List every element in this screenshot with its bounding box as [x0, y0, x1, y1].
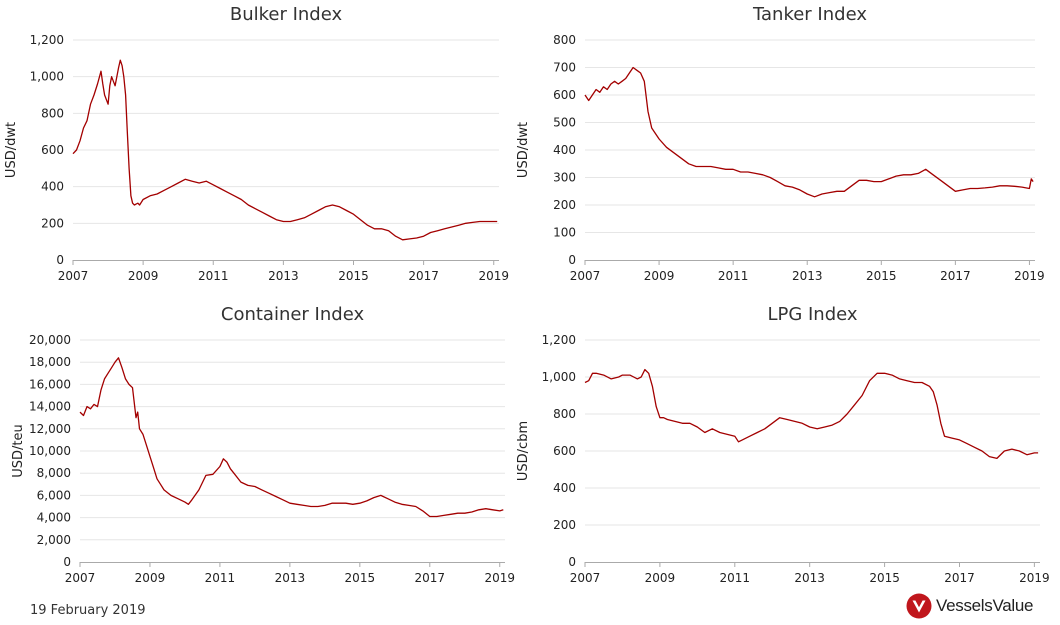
x-tick-label: 2009: [645, 571, 676, 585]
x-tick-label: 2009: [128, 269, 159, 283]
y-tick-label: 600: [41, 143, 64, 157]
x-tick-label: 2013: [792, 269, 823, 283]
series-line: [72, 59, 498, 241]
x-tick-label: 2011: [198, 269, 229, 283]
y-tick-label: 800: [41, 106, 64, 120]
y-tick-label: 600: [553, 444, 576, 458]
x-tick-label: 2019: [1019, 571, 1050, 585]
y-axis-label: USD/dwt: [4, 122, 19, 178]
charts-canvas: 0 200 400 600 800 1,000 1,200 2007 2009 2011 2013 2…: [4, 4, 1050, 585]
y-tick-label: 10,000: [29, 444, 71, 458]
x-tick-label: 2007: [58, 269, 89, 283]
y-tick-label: 400: [553, 481, 576, 495]
series-line: [584, 368, 1039, 460]
x-tick-label: 2013: [275, 571, 306, 585]
chart-title: LPG Index: [767, 304, 857, 325]
x-tick-label: 2017: [408, 269, 439, 283]
chart-title: Container Index: [221, 304, 365, 325]
y-tick-label: 600: [553, 88, 576, 102]
x-tick-label: 2015: [345, 571, 376, 585]
y-tick-label: 200: [553, 198, 576, 212]
y-tick-label: 200: [553, 518, 576, 532]
x-tick-label: 2011: [720, 571, 751, 585]
y-tick-label: 14,000: [29, 400, 71, 414]
y-tick-label: 700: [553, 61, 576, 75]
y-tick-label: 200: [41, 216, 64, 230]
x-tick-label: 2015: [338, 269, 369, 283]
container-index-chart: 0 2,000 4,000 6,000 8,000 10,000 12,000 14,000 1…: [11, 304, 515, 585]
y-tick-label: 800: [553, 33, 576, 47]
x-tick-label: 2019: [484, 571, 515, 585]
x-tick-label: 2017: [940, 269, 971, 283]
y-tick-label: 0: [63, 555, 71, 569]
y-tick-label: 0: [568, 555, 576, 569]
y-tick-label: 1,200: [542, 333, 576, 347]
y-tick-label: 400: [41, 180, 64, 194]
x-tick-label: 2007: [65, 571, 96, 585]
y-tick-label: 1,200: [30, 33, 64, 47]
y-tick-label: 1,000: [542, 370, 576, 384]
y-tick-label: 1,000: [30, 70, 64, 84]
bulker-index-chart: 0 200 400 600 800 1,000 1,200 2007 2009 2011 2013 2…: [4, 4, 509, 283]
x-tick-label: 2019: [478, 269, 509, 283]
x-tick-label: 2007: [570, 269, 601, 283]
x-tick-label: 2019: [1014, 269, 1045, 283]
x-tick-label: 2017: [415, 571, 446, 585]
y-tick-label: 16,000: [29, 377, 71, 391]
y-tick-label: 800: [553, 407, 576, 421]
chart-title: Tanker Index: [752, 4, 867, 25]
y-tick-label: 400: [553, 143, 576, 157]
brand-logo[interactable]: VesselsValue: [906, 593, 1034, 619]
y-tick-label: 8,000: [37, 466, 71, 480]
y-tick-label: 20,000: [29, 333, 71, 347]
x-tick-label: 2013: [794, 571, 825, 585]
x-tick-label: 2007: [570, 571, 601, 585]
y-tick-label: 500: [553, 116, 576, 130]
x-tick-label: 2015: [869, 571, 900, 585]
report-date: 19 February 2019: [30, 603, 146, 618]
x-tick-label: 2009: [135, 571, 166, 585]
vesselsvalue-logo-icon: [906, 593, 932, 619]
y-tick-label: 100: [553, 226, 576, 240]
series-line: [79, 357, 504, 518]
y-tick-label: 0: [56, 253, 64, 267]
y-axis-label: USD/teu: [11, 424, 26, 478]
y-axis-label: USD/cbm: [516, 421, 531, 481]
x-tick-label: 2009: [644, 269, 675, 283]
lpg-index-chart: 0 200 400 600 800 1,000 1,200 2007 2009 2011 2013 2…: [516, 304, 1050, 585]
x-tick-label: 2017: [944, 571, 975, 585]
series-line: [584, 66, 1034, 198]
y-tick-label: 4,000: [37, 511, 71, 525]
tanker-index-chart: 0 100 200 300 400 500 600 700 800 2007 2009 2011 201…: [516, 4, 1045, 283]
y-axis-label: USD/dwt: [516, 122, 531, 178]
chart-title: Bulker Index: [230, 4, 343, 25]
y-tick-label: 2,000: [37, 533, 71, 547]
y-tick-label: 300: [553, 171, 576, 185]
x-tick-label: 2011: [718, 269, 749, 283]
x-tick-label: 2015: [866, 269, 897, 283]
y-tick-label: 6,000: [37, 488, 71, 502]
x-tick-label: 2011: [205, 571, 236, 585]
brand-name: VesselsValue: [936, 596, 1034, 615]
y-tick-label: 12,000: [29, 422, 71, 436]
x-tick-label: 2013: [268, 269, 299, 283]
y-tick-label: 18,000: [29, 355, 71, 369]
y-tick-label: 0: [568, 253, 576, 267]
